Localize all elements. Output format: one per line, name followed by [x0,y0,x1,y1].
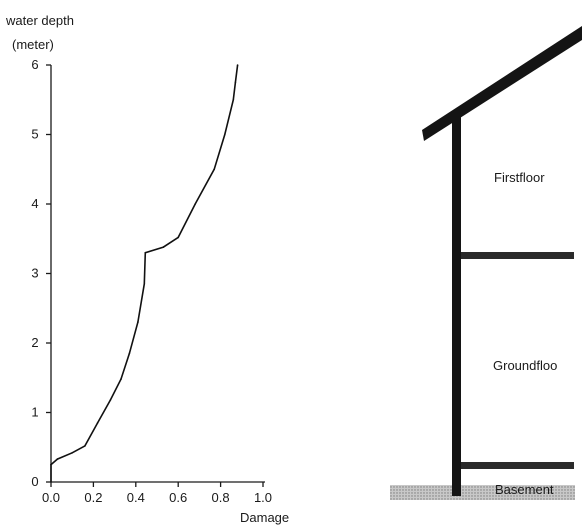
x-tick-label: 0.6 [169,490,187,505]
series-point [143,283,146,285]
x-tick-label: 0.8 [212,490,230,505]
y-axis-label-line1: water depth [5,13,74,28]
x-tick-label: 1.0 [254,490,272,505]
series-point [224,133,226,136]
series-point [50,463,52,466]
y-tick-label: 2 [31,335,38,350]
series-point [232,99,235,101]
series-point [194,203,196,205]
y-tick-label: 0 [31,474,38,489]
x-axis-label: Damage [240,510,289,525]
x-tick-label: 0.2 [84,490,102,505]
ground-floor-slab [461,462,574,469]
y-tick-label: 3 [31,266,38,281]
series-point [234,81,237,84]
first-floor-slab [461,252,574,259]
series-point [144,251,147,254]
series-point [71,452,73,454]
label-basement: Basement [495,482,554,497]
y-tick-label: 5 [31,127,38,142]
series-point [84,445,86,447]
label-ground-floor: Groundfloo [493,358,557,373]
series-point [109,399,112,401]
series-point [213,168,215,171]
y-tick-label: 4 [31,196,38,211]
series-point [128,352,131,355]
y-ticks: 0 1 2 3 4 5 6 [31,57,51,489]
series-point [56,458,59,460]
basement-ground-texture [390,485,575,500]
series-point [50,481,52,483]
house-diagram: Firstfloor Groundfloo Basement [390,26,582,500]
series-line-damage-curve [50,64,239,482]
y-tick-label: 1 [31,405,38,420]
x-tick-label: 0.0 [42,490,60,505]
y-axis-label-line2: (meter) [12,37,54,52]
roof [422,26,582,141]
y-tick-label: 6 [31,57,38,72]
series-point [236,64,239,66]
series-points [50,64,239,483]
series-point [120,378,122,380]
x-tick-label: 0.4 [127,490,145,505]
label-first-floor: Firstfloor [494,170,545,185]
series-point [162,246,165,248]
series-point [177,236,179,239]
x-ticks: 0.0 0.2 0.4 0.6 0.8 1.0 [42,482,272,505]
series-point [137,321,139,323]
series-point [96,422,99,424]
exterior-wall [452,116,461,496]
